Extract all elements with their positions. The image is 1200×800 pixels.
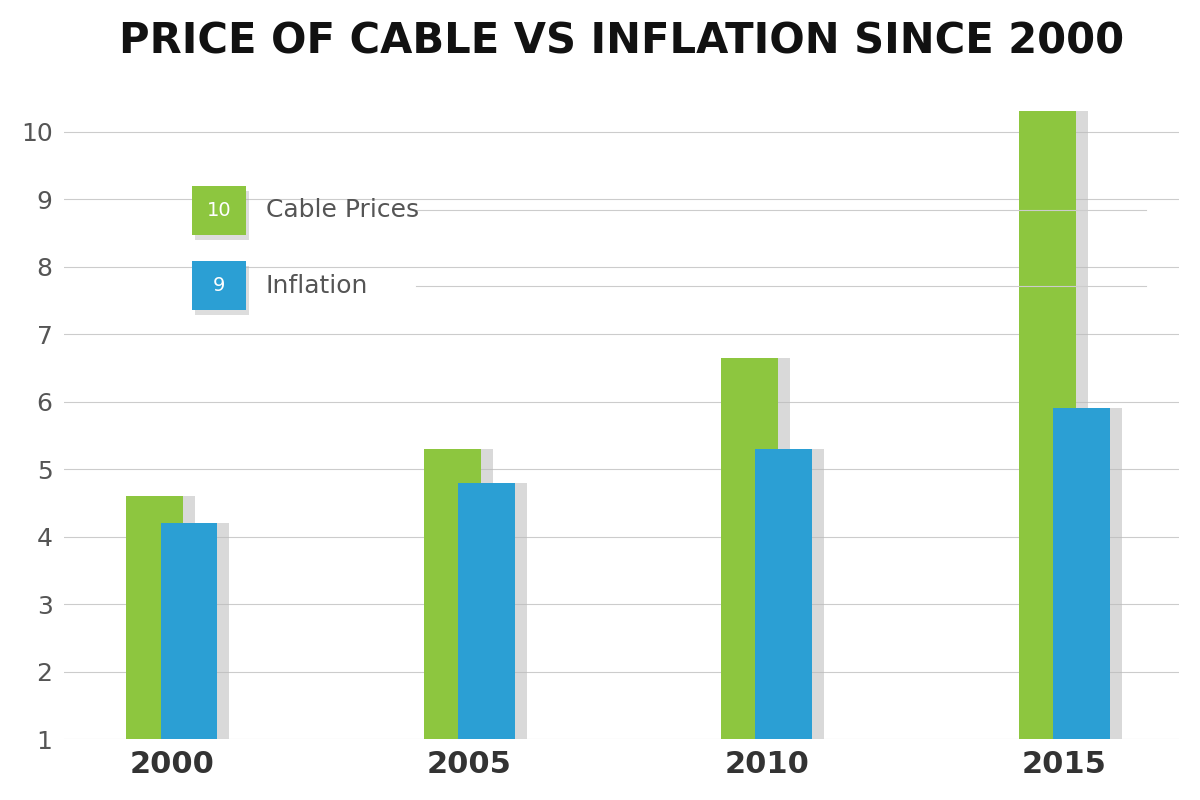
Text: 9: 9 (212, 276, 224, 295)
Bar (1066, 408, 1122, 739)
Text: Inflation: Inflation (265, 274, 368, 298)
Bar (458, 482, 515, 739)
FancyBboxPatch shape (192, 261, 246, 310)
FancyBboxPatch shape (196, 191, 248, 240)
Bar (436, 449, 493, 739)
Bar (756, 449, 812, 739)
Bar (721, 358, 778, 739)
Bar (733, 358, 791, 739)
Bar (173, 523, 229, 739)
Bar (139, 496, 196, 739)
Bar (1019, 111, 1075, 739)
Bar (424, 449, 481, 739)
Bar (161, 523, 217, 739)
Bar (1052, 408, 1110, 739)
FancyBboxPatch shape (196, 266, 248, 315)
Text: 10: 10 (206, 201, 232, 220)
Bar (768, 449, 824, 739)
Bar (126, 496, 184, 739)
Bar (1031, 111, 1087, 739)
Text: Cable Prices: Cable Prices (265, 198, 419, 222)
FancyBboxPatch shape (192, 186, 246, 235)
Title: PRICE OF CABLE VS INFLATION SINCE 2000: PRICE OF CABLE VS INFLATION SINCE 2000 (119, 21, 1124, 63)
Bar (470, 482, 527, 739)
